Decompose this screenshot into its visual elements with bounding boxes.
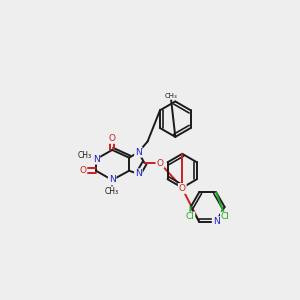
Text: Cl: Cl — [221, 212, 230, 221]
Text: O: O — [80, 166, 86, 175]
Text: N: N — [135, 148, 142, 157]
Text: N: N — [109, 176, 116, 184]
Text: N: N — [93, 155, 99, 164]
Text: N: N — [135, 169, 142, 178]
Text: O: O — [156, 158, 164, 167]
Text: Cl: Cl — [185, 212, 194, 221]
Text: O: O — [179, 184, 186, 193]
Text: CH₃: CH₃ — [105, 187, 119, 196]
Text: CH₃: CH₃ — [77, 151, 92, 160]
Text: N: N — [213, 217, 220, 226]
Text: CH₃: CH₃ — [164, 93, 177, 99]
Text: O: O — [109, 134, 116, 143]
